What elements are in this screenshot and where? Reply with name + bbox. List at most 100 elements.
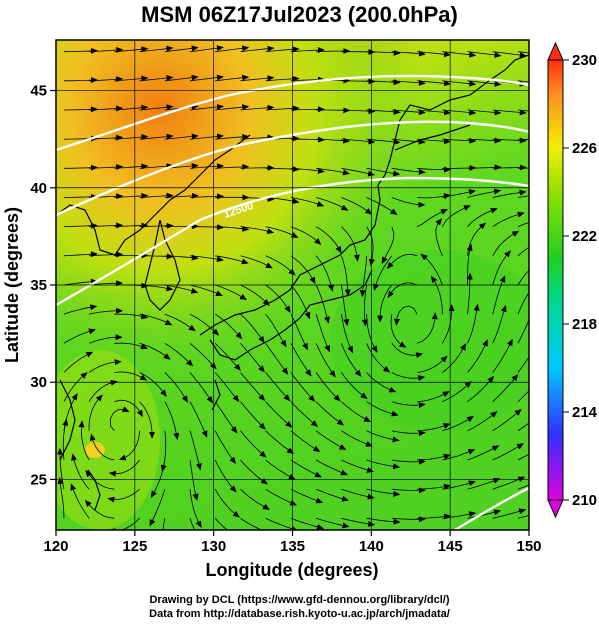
- streamline: [63, 77, 98, 84]
- streamline: [435, 218, 443, 256]
- streamline: [189, 401, 208, 438]
- streamline: [63, 372, 88, 402]
- streamline: [63, 193, 98, 200]
- streamline: [416, 208, 448, 228]
- streamline: [467, 80, 502, 87]
- y-tick-label: 25: [30, 471, 47, 488]
- streamline: [63, 251, 98, 258]
- streamline: [78, 420, 90, 461]
- streamline: [89, 76, 124, 83]
- streamline: [316, 137, 351, 144]
- streamline: [341, 372, 368, 399]
- streamline: [265, 255, 296, 276]
- streamline: [517, 422, 529, 432]
- streamline: [442, 449, 476, 461]
- streamline: [492, 230, 520, 257]
- streamline: [63, 278, 98, 286]
- streamline: [240, 313, 265, 344]
- streamline: [315, 430, 347, 450]
- streamline: [290, 106, 325, 113]
- streamline: [467, 188, 502, 198]
- y-tick-label: 35: [30, 277, 47, 294]
- streamline: [240, 45, 275, 53]
- streamline: [89, 164, 124, 171]
- colorbar-tick-label: 226: [572, 140, 597, 157]
- colorbar-tick-label: 214: [572, 404, 598, 421]
- streamline: [290, 372, 316, 402]
- streamline: [265, 401, 293, 428]
- streamline: [467, 478, 501, 490]
- streamline: [214, 488, 240, 518]
- colorbar-tick-label: 218: [572, 316, 597, 333]
- streamline: [442, 51, 477, 58]
- streamline: [341, 459, 375, 473]
- streamline: [265, 343, 289, 375]
- streamline: [109, 406, 130, 432]
- streamline: [387, 282, 418, 299]
- streamline: [84, 499, 115, 519]
- streamline: [467, 509, 501, 519]
- streamline: [114, 75, 149, 82]
- streamline: [517, 222, 529, 228]
- colorbar-extend-bottom: [547, 499, 564, 519]
- streamline: [492, 189, 527, 198]
- streamline: [290, 488, 324, 504]
- streamline: [290, 255, 316, 285]
- streamline: [442, 381, 472, 403]
- y-tick-label: 40: [30, 180, 47, 197]
- streamline: [366, 167, 401, 177]
- colorbar-extend-top: [547, 41, 564, 61]
- streamline: [366, 49, 401, 56]
- streamline: [63, 393, 78, 431]
- streamline: [240, 430, 267, 458]
- streamline: [265, 488, 298, 506]
- streamline: [240, 401, 266, 430]
- streamline: [215, 284, 247, 301]
- streamline: [139, 45, 174, 53]
- streamline: [391, 401, 426, 409]
- streamline: [492, 508, 527, 519]
- streamline: [517, 319, 529, 344]
- streamline: [366, 517, 401, 525]
- streamline: [430, 275, 443, 315]
- streamline: [381, 226, 395, 264]
- streamline: [517, 291, 529, 315]
- streamline: [442, 137, 477, 144]
- streamline: [215, 163, 250, 170]
- streamline: [214, 401, 238, 434]
- y-axis-label: Latitude (degrees): [2, 207, 22, 363]
- height-contours: [56, 74, 529, 530]
- streamline: [341, 430, 373, 447]
- streamline: [366, 108, 401, 115]
- x-tick-label: 130: [201, 538, 226, 555]
- streamline: [442, 511, 477, 519]
- streamline: [89, 134, 124, 141]
- streamline: [290, 197, 325, 207]
- streamline: [160, 430, 167, 473]
- streamline: [118, 430, 140, 461]
- streamline: [63, 106, 98, 113]
- streamline: [492, 211, 525, 228]
- streamline: [417, 391, 450, 403]
- streamline: [189, 193, 225, 200]
- streamline: [366, 79, 401, 86]
- streamline: [315, 255, 334, 292]
- streamline: [341, 108, 376, 115]
- streamline: [517, 515, 529, 519]
- streamline: [290, 343, 312, 377]
- streamline: [315, 314, 330, 353]
- streamline: [467, 375, 495, 403]
- colorbar-tick-label: 230: [572, 52, 597, 69]
- streamline: [215, 255, 249, 265]
- streamline: [442, 415, 475, 432]
- streamline: [214, 430, 237, 464]
- streamline: [290, 430, 321, 453]
- grid-lines: [56, 40, 529, 530]
- streamline: [517, 484, 529, 490]
- streamline: [466, 243, 473, 286]
- streamline: [417, 166, 452, 173]
- streamline: [492, 408, 522, 432]
- streamline: [441, 205, 471, 227]
- streamline: [341, 401, 372, 423]
